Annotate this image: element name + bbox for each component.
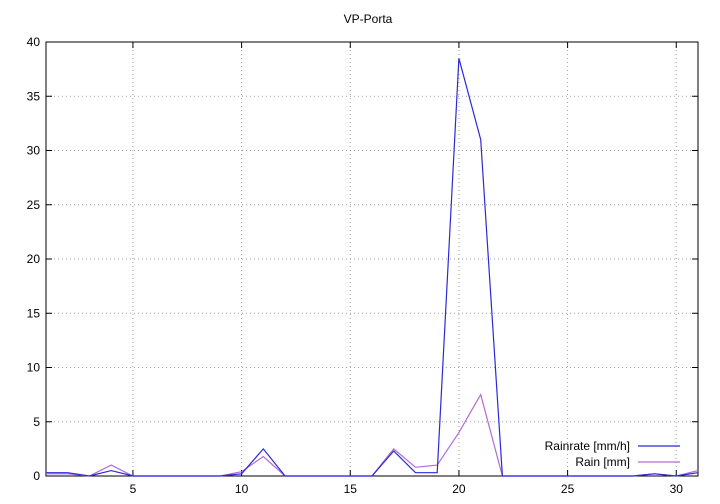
x-tick-label: 10	[235, 482, 249, 496]
y-tick-label: 5	[33, 415, 40, 429]
y-tick-label: 35	[27, 89, 41, 103]
plot-frame	[45, 41, 699, 477]
x-tick-label: 15	[344, 482, 358, 496]
legend-label: Rainrate [mm/h]	[545, 439, 630, 453]
chart-title: VP-Porta	[344, 12, 393, 26]
x-tick-label: 30	[670, 482, 684, 496]
y-tick-label: 25	[27, 198, 41, 212]
series-line	[46, 58, 699, 477]
x-tick-label: 5	[130, 482, 137, 496]
y-tick-label: 30	[27, 144, 41, 158]
axes: 0 5 10 15 20 25 30 35 40 5 10 15 20 25 30	[27, 35, 698, 496]
legend: Rainrate [mm/h] Rain [mm]	[545, 439, 680, 469]
y-tick-label: 40	[27, 35, 41, 49]
grid	[46, 42, 698, 476]
series	[46, 58, 699, 477]
y-tick-label: 15	[27, 306, 41, 320]
x-tick-label: 25	[561, 482, 575, 496]
x-tick-label: 20	[452, 482, 466, 496]
y-tick-label: 10	[27, 361, 41, 375]
legend-label: Rain [mm]	[575, 455, 630, 469]
y-tick-label: 20	[27, 252, 41, 266]
y-tick-label: 0	[33, 469, 40, 483]
